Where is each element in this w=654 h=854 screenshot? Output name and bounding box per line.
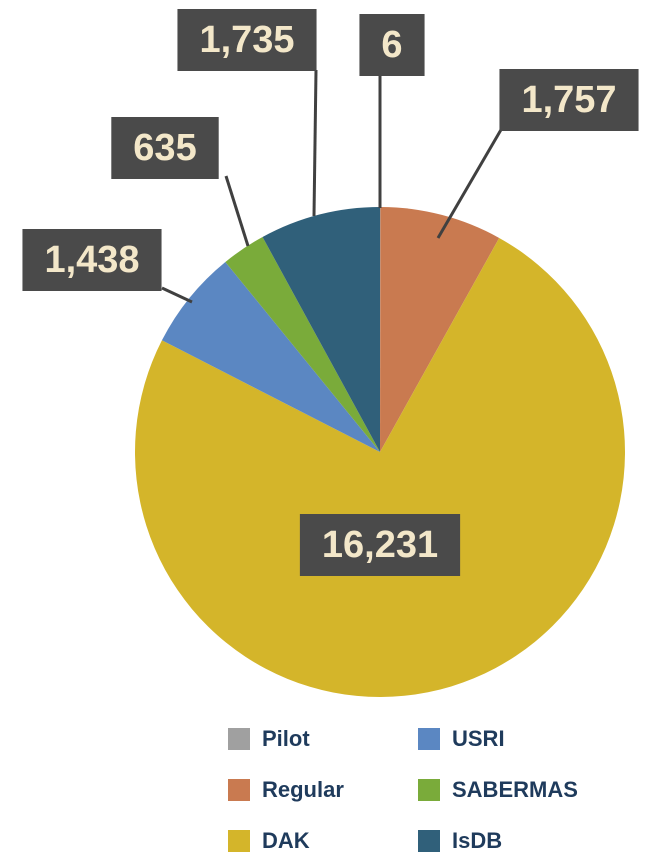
label-box xyxy=(499,69,639,131)
legend-swatch xyxy=(228,728,250,750)
leader-line xyxy=(312,69,318,217)
leader-line xyxy=(436,127,504,239)
data-label: 1,735 xyxy=(177,9,317,71)
leader-line xyxy=(161,286,193,304)
data-label: 635 xyxy=(111,117,219,179)
value-label: 1,735 xyxy=(199,19,294,61)
label-box xyxy=(111,117,219,179)
data-label: 1,438 xyxy=(22,229,162,291)
legend-swatch xyxy=(418,728,440,750)
legend-swatch xyxy=(418,779,440,801)
legend-label: Pilot xyxy=(262,726,310,751)
label-box xyxy=(177,9,317,71)
legend-swatch xyxy=(418,830,440,852)
label-box xyxy=(22,229,162,291)
label-box xyxy=(299,514,461,576)
legend-label: DAK xyxy=(262,828,310,853)
legend-swatch xyxy=(228,830,250,852)
pie-slice xyxy=(380,207,500,452)
value-label: 635 xyxy=(133,127,196,169)
value-label: 6 xyxy=(381,24,402,66)
pie-slice xyxy=(225,236,380,452)
legend-swatch xyxy=(228,779,250,801)
legend-label: USRI xyxy=(452,726,505,751)
data-label: 6 xyxy=(359,14,425,76)
legend-label: IsDB xyxy=(452,828,502,853)
data-label: 16,231 xyxy=(299,514,461,576)
pie-slice xyxy=(161,261,380,452)
leader-line xyxy=(224,175,250,247)
value-label: 1,757 xyxy=(521,79,616,121)
value-label: 1,438 xyxy=(44,239,139,281)
label-box xyxy=(359,14,425,76)
pie-slice xyxy=(262,207,380,452)
legend-label: SABERMAS xyxy=(452,777,578,802)
data-label: 1,757 xyxy=(499,69,639,131)
pie-slice xyxy=(134,237,625,698)
value-label: 16,231 xyxy=(322,524,438,566)
legend-label: Regular xyxy=(262,777,344,802)
